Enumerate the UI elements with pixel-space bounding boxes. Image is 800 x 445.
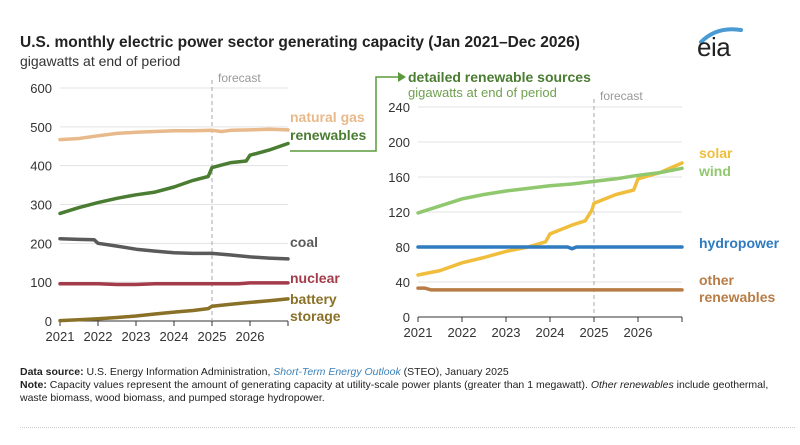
series-label-nuclear: nuclear bbox=[290, 270, 340, 286]
series-label-solar: solar bbox=[699, 145, 733, 161]
series-line-hydropower bbox=[416, 245, 684, 251]
note-line: Note: Capacity values represent the amou… bbox=[20, 379, 780, 405]
logo-swoosh-icon bbox=[699, 27, 743, 44]
x-tick-label: 2024 bbox=[160, 329, 189, 344]
series-label-line: battery bbox=[290, 291, 337, 307]
series-label-battery-storage: battery storage bbox=[290, 291, 341, 324]
x-tick-label: 2025 bbox=[198, 329, 227, 344]
y-tick-label: 200 bbox=[30, 236, 52, 251]
y-tick-label: 0 bbox=[45, 314, 52, 329]
x-tick-label: 2025 bbox=[580, 325, 609, 340]
series-line-nuclear bbox=[58, 281, 290, 287]
series-label-line: wind bbox=[698, 163, 731, 179]
series-label-line: solar bbox=[699, 145, 733, 161]
y-tick-label: 160 bbox=[388, 170, 410, 185]
y-tick-label: 100 bbox=[30, 275, 52, 290]
logo-text: eia bbox=[697, 32, 731, 62]
series-label-other-renewables: other renewables bbox=[699, 272, 775, 305]
left-chart: 0 100 200 300 400 500 600 2021 2022 2023 2024 2025 2… bbox=[30, 71, 366, 344]
series-label-natural-gas: natural gas bbox=[290, 109, 365, 125]
series-label-wind: wind bbox=[698, 163, 731, 179]
steo-link[interactable]: Short-Term Energy Outlook bbox=[273, 366, 401, 378]
y-tick-label: 40 bbox=[396, 275, 410, 290]
x-tick-label: 2021 bbox=[46, 329, 75, 344]
series-label-line: nuclear bbox=[290, 270, 340, 286]
series-label-line: renewables bbox=[290, 127, 366, 143]
detail-subtitle: gigawatts at end of period bbox=[408, 85, 557, 100]
series-label-line: storage bbox=[290, 308, 341, 324]
source-text: U.S. Energy Information Administration, bbox=[83, 366, 274, 378]
series-label-line: natural gas bbox=[290, 109, 365, 125]
connector-line bbox=[290, 76, 398, 152]
x-tick-label: 2022 bbox=[448, 325, 477, 340]
y-tick-label: 120 bbox=[388, 205, 410, 220]
eia-logo: eia bbox=[697, 22, 757, 62]
y-tick-label: 200 bbox=[388, 135, 410, 150]
y-tick-label: 500 bbox=[30, 120, 52, 135]
series-line-natural-gas bbox=[58, 127, 290, 142]
series-line-coal bbox=[58, 236, 290, 261]
chart-subtitle: gigawatts at end of period bbox=[20, 53, 181, 69]
series-label-line: hydropower bbox=[699, 235, 780, 251]
y-tick-label: 240 bbox=[388, 100, 410, 115]
source-text-2: (STEO), January 2025 bbox=[400, 366, 509, 378]
x-tick-label: 2023 bbox=[492, 325, 521, 340]
footer-notes: Data source: U.S. Energy Information Adm… bbox=[20, 366, 780, 405]
data-source-line: Data source: U.S. Energy Information Adm… bbox=[20, 366, 780, 379]
x-tick-label: 2026 bbox=[624, 325, 653, 340]
series-label-line: coal bbox=[290, 234, 318, 250]
note-text: Capacity values represent the amount of … bbox=[46, 379, 591, 391]
series-line-wind bbox=[416, 166, 684, 215]
series-line-renewables bbox=[58, 141, 290, 216]
series-line-battery-storage bbox=[58, 297, 290, 323]
series-label-line: other bbox=[699, 272, 735, 288]
note-text-2: include geothermal, waste biomass, wood … bbox=[20, 379, 769, 404]
series-label-coal: coal bbox=[290, 234, 318, 250]
chart-title: U.S. monthly electric power sector gener… bbox=[20, 34, 580, 51]
forecast-label: forecast bbox=[600, 89, 643, 103]
right-chart: 0 40 80 120 160 200 240 2021 2022 2023 2024 2025 202… bbox=[388, 89, 779, 340]
y-tick-label: 0 bbox=[403, 310, 410, 325]
note-label: Note: bbox=[20, 379, 47, 391]
x-tick-label: 2026 bbox=[236, 329, 265, 344]
y-tick-label: 300 bbox=[30, 198, 52, 213]
forecast-label: forecast bbox=[218, 71, 261, 85]
series-label-renewables: renewables bbox=[290, 127, 366, 143]
x-tick-label: 2024 bbox=[536, 325, 565, 340]
y-tick-label: 400 bbox=[30, 159, 52, 174]
series-label-line: renewables bbox=[699, 289, 775, 305]
y-tick-label: 600 bbox=[30, 81, 52, 96]
divider bbox=[20, 427, 795, 428]
y-tick-label: 80 bbox=[396, 240, 410, 255]
detail-title: detailed renewable sources bbox=[408, 69, 591, 85]
connector-arrow-icon bbox=[398, 72, 406, 82]
x-tick-label: 2021 bbox=[404, 325, 433, 340]
x-tick-label: 2022 bbox=[84, 329, 113, 344]
x-tick-label: 2023 bbox=[122, 329, 151, 344]
note-italic: Other renewables bbox=[590, 379, 674, 391]
series-line-solar bbox=[416, 161, 684, 277]
series-label-hydropower: hydropower bbox=[699, 235, 780, 251]
source-label: Data source: bbox=[20, 366, 84, 378]
series-line-other-renewables bbox=[416, 286, 684, 292]
